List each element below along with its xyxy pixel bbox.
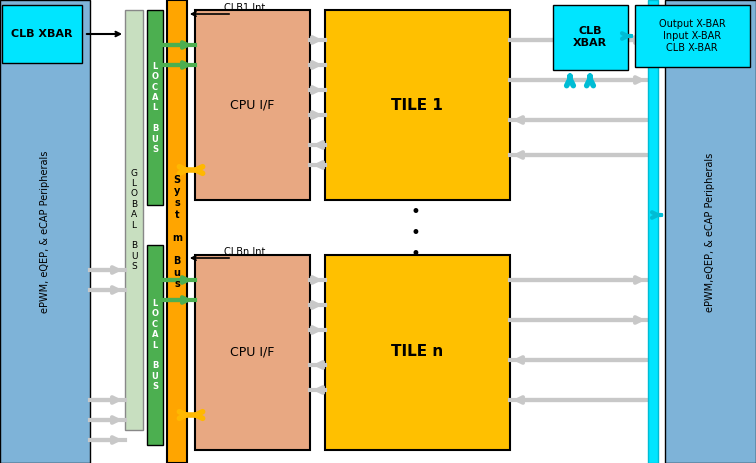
Bar <box>553 5 628 70</box>
Text: Output X-BAR
Input X-BAR
CLB X-BAR: Output X-BAR Input X-BAR CLB X-BAR <box>658 19 725 53</box>
Text: S
y
s
t
 
m
 
B
u
s: S y s t m B u s <box>172 175 182 289</box>
Bar <box>167 0 187 463</box>
Bar <box>665 0 756 463</box>
Text: L
O
C
A
L
 
B
U
S: L O C A L B U S <box>151 62 159 154</box>
Bar <box>125 10 143 430</box>
Bar <box>648 0 658 463</box>
Bar <box>147 10 163 205</box>
Bar <box>0 0 90 463</box>
Bar <box>147 245 163 445</box>
Bar <box>195 10 310 200</box>
Text: TILE 1: TILE 1 <box>391 98 443 113</box>
Text: ePWM,eQEP, & eCAP Peripherals: ePWM,eQEP, & eCAP Peripherals <box>705 152 715 312</box>
Bar <box>2 5 82 63</box>
Text: ePWM, eQEP, & eCAP Peripherals: ePWM, eQEP, & eCAP Peripherals <box>40 151 50 313</box>
Text: TILE n: TILE n <box>391 344 443 359</box>
Text: G
L
O
B
A
L
 
B
U
S: G L O B A L B U S <box>131 169 138 271</box>
Text: •
•
•: • • • <box>410 203 420 263</box>
Text: CLB XBAR: CLB XBAR <box>11 29 73 39</box>
Text: CPU I/F: CPU I/F <box>230 345 274 358</box>
Bar <box>195 255 310 450</box>
Text: CPU I/F: CPU I/F <box>230 99 274 112</box>
Text: CLB
XBAR: CLB XBAR <box>573 26 607 48</box>
Bar <box>325 255 510 450</box>
Bar <box>635 5 750 67</box>
Bar <box>325 10 510 200</box>
Text: L
O
C
A
L
 
B
U
S: L O C A L B U S <box>151 299 159 391</box>
Text: CLB1 Int: CLB1 Int <box>225 3 265 13</box>
Text: CLBn Int: CLBn Int <box>225 247 265 257</box>
